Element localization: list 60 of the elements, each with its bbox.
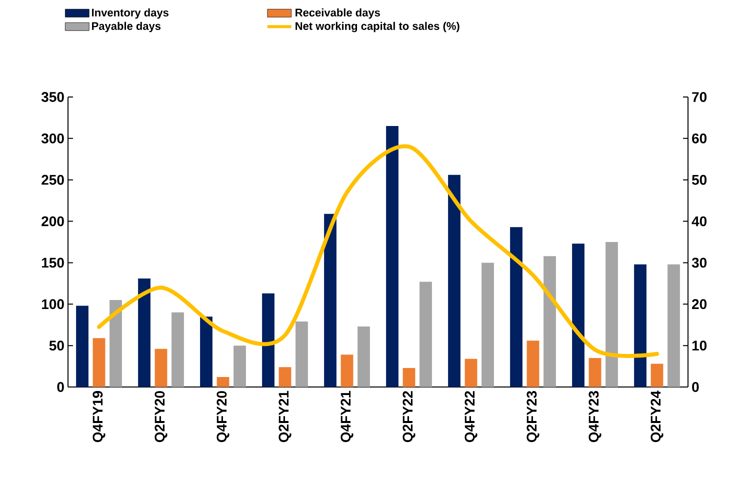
y-tick-label: 350: [41, 92, 64, 102]
bar: [216, 377, 230, 387]
bar: [526, 340, 540, 387]
x-tick-label: Q2FY24: [650, 390, 664, 442]
x-tick-label: Q2FY22: [402, 391, 416, 442]
y-tick-label: 200: [42, 216, 64, 226]
y2-tick-label: 50: [692, 174, 707, 185]
bar: [588, 358, 602, 387]
bar: [172, 312, 184, 387]
y2-tick-label: 30: [692, 258, 707, 268]
x-tick-label: Q4FY21: [340, 390, 354, 442]
y-tick-label: 50: [49, 340, 64, 351]
y-tick-label: 150: [42, 258, 64, 268]
bar: [402, 368, 416, 387]
bar: [420, 282, 432, 387]
y-tick-label: 250: [42, 174, 64, 185]
bar: [262, 293, 274, 387]
bar: [510, 227, 522, 387]
bar: [138, 278, 150, 387]
legend-label: Receivable days: [296, 8, 380, 19]
bar: [650, 364, 664, 387]
x-tick-label: Q4FY19: [92, 391, 106, 442]
y2-tick-label: 70: [692, 92, 707, 102]
bar: [278, 367, 292, 387]
x-tick-label: Q2FY21: [278, 390, 292, 442]
y-tick-label: 300: [41, 133, 64, 144]
bar: [324, 214, 336, 387]
y-tick-label: 0: [57, 382, 64, 392]
y-tick-label: 100: [42, 299, 64, 310]
bar: [464, 358, 478, 387]
bar: [234, 346, 246, 387]
bar: [634, 264, 646, 387]
bar: [386, 126, 398, 387]
x-tick-label: Q2FY23: [526, 391, 540, 442]
bar: [482, 262, 494, 387]
bar: [110, 300, 122, 387]
y2-tick-label: 40: [692, 216, 707, 226]
bar: [340, 354, 354, 387]
x-tick-label: Q2FY20: [154, 391, 168, 442]
y2-tick-label: 10: [692, 340, 707, 351]
x-tick-label: Q4FY23: [588, 391, 602, 442]
bar: [200, 316, 212, 387]
legend-label: Inventory days: [92, 8, 168, 19]
bar: [296, 322, 308, 387]
y2-tick-label: 60: [692, 133, 707, 144]
bar: [76, 306, 88, 387]
bar: [448, 174, 460, 387]
bar: [606, 242, 618, 387]
bar: [668, 264, 680, 387]
bar: [92, 338, 106, 387]
legend-label: Payable days: [92, 22, 161, 32]
bar: [544, 256, 556, 387]
y2-tick-label: 20: [692, 299, 707, 310]
legend-label: Net working capital to sales (%): [296, 22, 460, 32]
x-tick-label: Q4FY20: [216, 391, 230, 442]
bar: [358, 326, 370, 387]
bar: [572, 244, 584, 387]
y2-tick-label: 0: [692, 382, 699, 392]
bar: [154, 348, 168, 387]
x-tick-label: Q4FY22: [464, 391, 478, 442]
